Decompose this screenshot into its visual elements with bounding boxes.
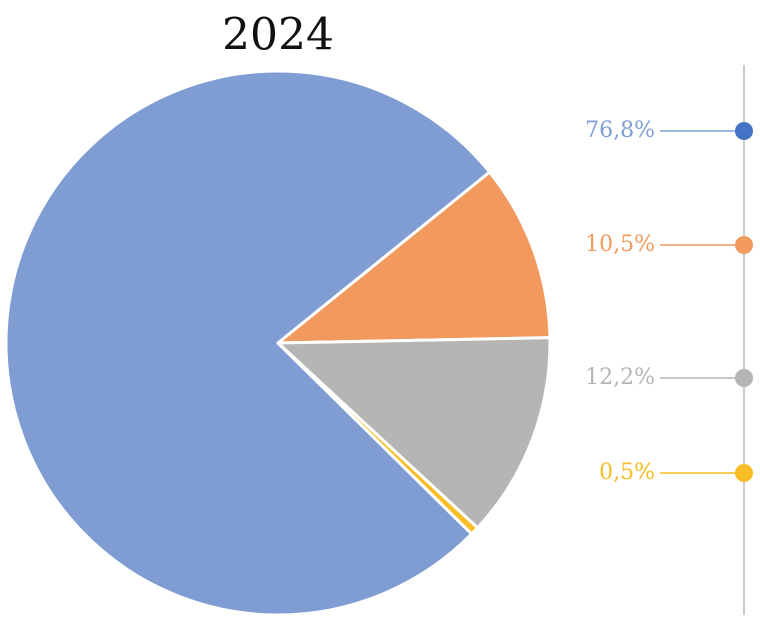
value-label: 10,5%	[585, 232, 655, 257]
pie-slice	[4, 69, 492, 617]
legend-dot	[735, 122, 753, 140]
value-label: 76,8%	[585, 118, 655, 143]
legend: 76,8% 10,5% 12,2% 0,5%	[585, 118, 753, 485]
value-label: 0,5%	[599, 460, 655, 485]
legend-dot	[735, 369, 753, 387]
value-label: 12,2%	[585, 365, 655, 390]
legend-dot	[735, 464, 753, 482]
chart-title: 2024	[222, 10, 334, 61]
pie-slice	[276, 170, 552, 345]
pie-slice	[276, 336, 552, 530]
pie	[4, 69, 552, 617]
pie-slice	[276, 341, 480, 536]
legend-dot	[735, 236, 753, 254]
